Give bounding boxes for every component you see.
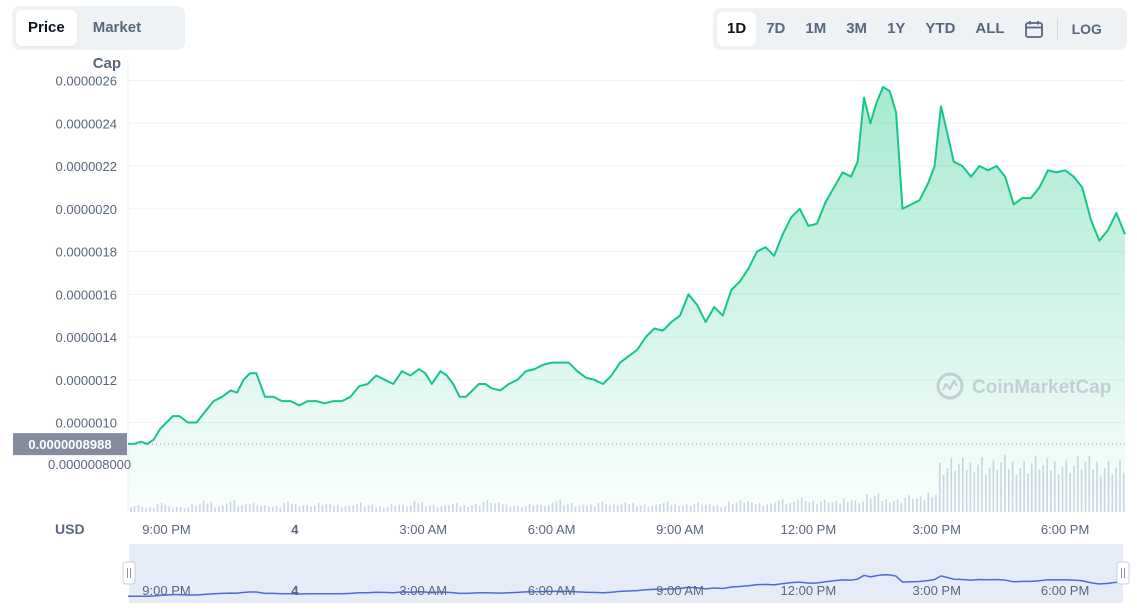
range-toggle: 1D 7D 1M 3M 1Y YTD ALL LOG xyxy=(713,8,1127,50)
navigator-tick-label: 9:00 AM xyxy=(656,583,704,598)
x-tick-label: 4 xyxy=(291,522,299,537)
x-tick-label: 9:00 AM xyxy=(656,522,704,537)
y-tick-label: 0.0000022 xyxy=(56,159,117,174)
navigator-tick-label: 12:00 PM xyxy=(781,583,837,598)
navigator-line xyxy=(128,573,1126,598)
x-tick-label: 6:00 PM xyxy=(1041,522,1089,537)
x-tick-label: 3:00 PM xyxy=(913,522,961,537)
navigator-x-axis: 9:00 PM 4 3:00 AM 6:00 AM 9:00 AM 12:00 PM 3:0… xyxy=(142,583,1089,598)
toolbar-divider xyxy=(1056,19,1058,39)
coinmarketcap-watermark: CoinMarketCap xyxy=(936,372,1111,400)
y-tick-label: 0.0000026 xyxy=(56,74,117,89)
navigator-tick-label: 6:00 PM xyxy=(1041,583,1089,598)
view-toggle: Price Market Cap xyxy=(12,6,185,72)
coinmarketcap-logo-icon xyxy=(936,372,964,400)
price-area xyxy=(128,86,1125,513)
x-tick-label: 3:00 AM xyxy=(399,522,447,537)
navigator-left-handle[interactable] xyxy=(122,561,136,585)
x-tick-label: 6:00 AM xyxy=(528,522,576,537)
navigator-right-handle[interactable] xyxy=(1116,561,1130,585)
y-axis: 0.0000026 0.0000024 0.0000022 0.0000020 0.00… xyxy=(56,74,117,431)
range-1m-button[interactable]: 1M xyxy=(805,20,827,37)
current-price-label: 0.0000008988 xyxy=(28,437,111,452)
time-navigator[interactable]: 9:00 PM 4 3:00 AM 6:00 AM 9:00 AM 12:00 PM 3:0… xyxy=(122,544,1130,603)
y-tick-label: 0.0000024 xyxy=(56,116,117,131)
y-tick-label: 0.0000012 xyxy=(56,373,117,388)
y-tick-label: 0.0000018 xyxy=(56,245,117,260)
calendar-icon[interactable] xyxy=(1015,12,1053,46)
market-cap-tab[interactable]: Market Cap xyxy=(92,19,142,72)
x-tick-label: 12:00 PM xyxy=(781,522,837,537)
volume-axis-label: 0.0000008000 xyxy=(48,457,131,472)
navigator-tick-label: 3:00 AM xyxy=(399,583,447,598)
currency-label: USD xyxy=(55,521,85,537)
current-price-tag: 0.0000008988 xyxy=(13,433,127,456)
price-tab[interactable]: Price xyxy=(16,10,77,46)
navigator-tick-label: 6:00 AM xyxy=(528,583,576,598)
range-3m-button[interactable]: 3M xyxy=(846,20,868,37)
x-axis: 9:00 PM 4 3:00 AM 6:00 AM 9:00 AM 12:00 PM 3:0… xyxy=(142,522,1089,537)
range-1d-button[interactable]: 1D xyxy=(717,12,757,46)
y-tick-label: 0.0000010 xyxy=(56,416,117,431)
range-7d-button[interactable]: 7D xyxy=(766,20,786,37)
x-tick-label: 9:00 PM xyxy=(142,522,190,537)
price-line xyxy=(128,85,1126,445)
range-ytd-button[interactable]: YTD xyxy=(925,20,956,37)
watermark-text: CoinMarketCap xyxy=(972,377,1111,398)
log-scale-button[interactable]: LOG xyxy=(1071,21,1102,37)
navigator-tick-label: 9:00 PM xyxy=(142,583,190,598)
y-tick-label: 0.0000016 xyxy=(56,287,117,302)
y-tick-label: 0.0000020 xyxy=(56,202,117,217)
navigator-tick-label: 4 xyxy=(291,583,299,598)
navigator-tick-label: 3:00 PM xyxy=(913,583,961,598)
range-all-button[interactable]: ALL xyxy=(975,20,1005,37)
range-1y-button[interactable]: 1Y xyxy=(887,20,906,37)
y-tick-label: 0.0000014 xyxy=(56,330,117,345)
